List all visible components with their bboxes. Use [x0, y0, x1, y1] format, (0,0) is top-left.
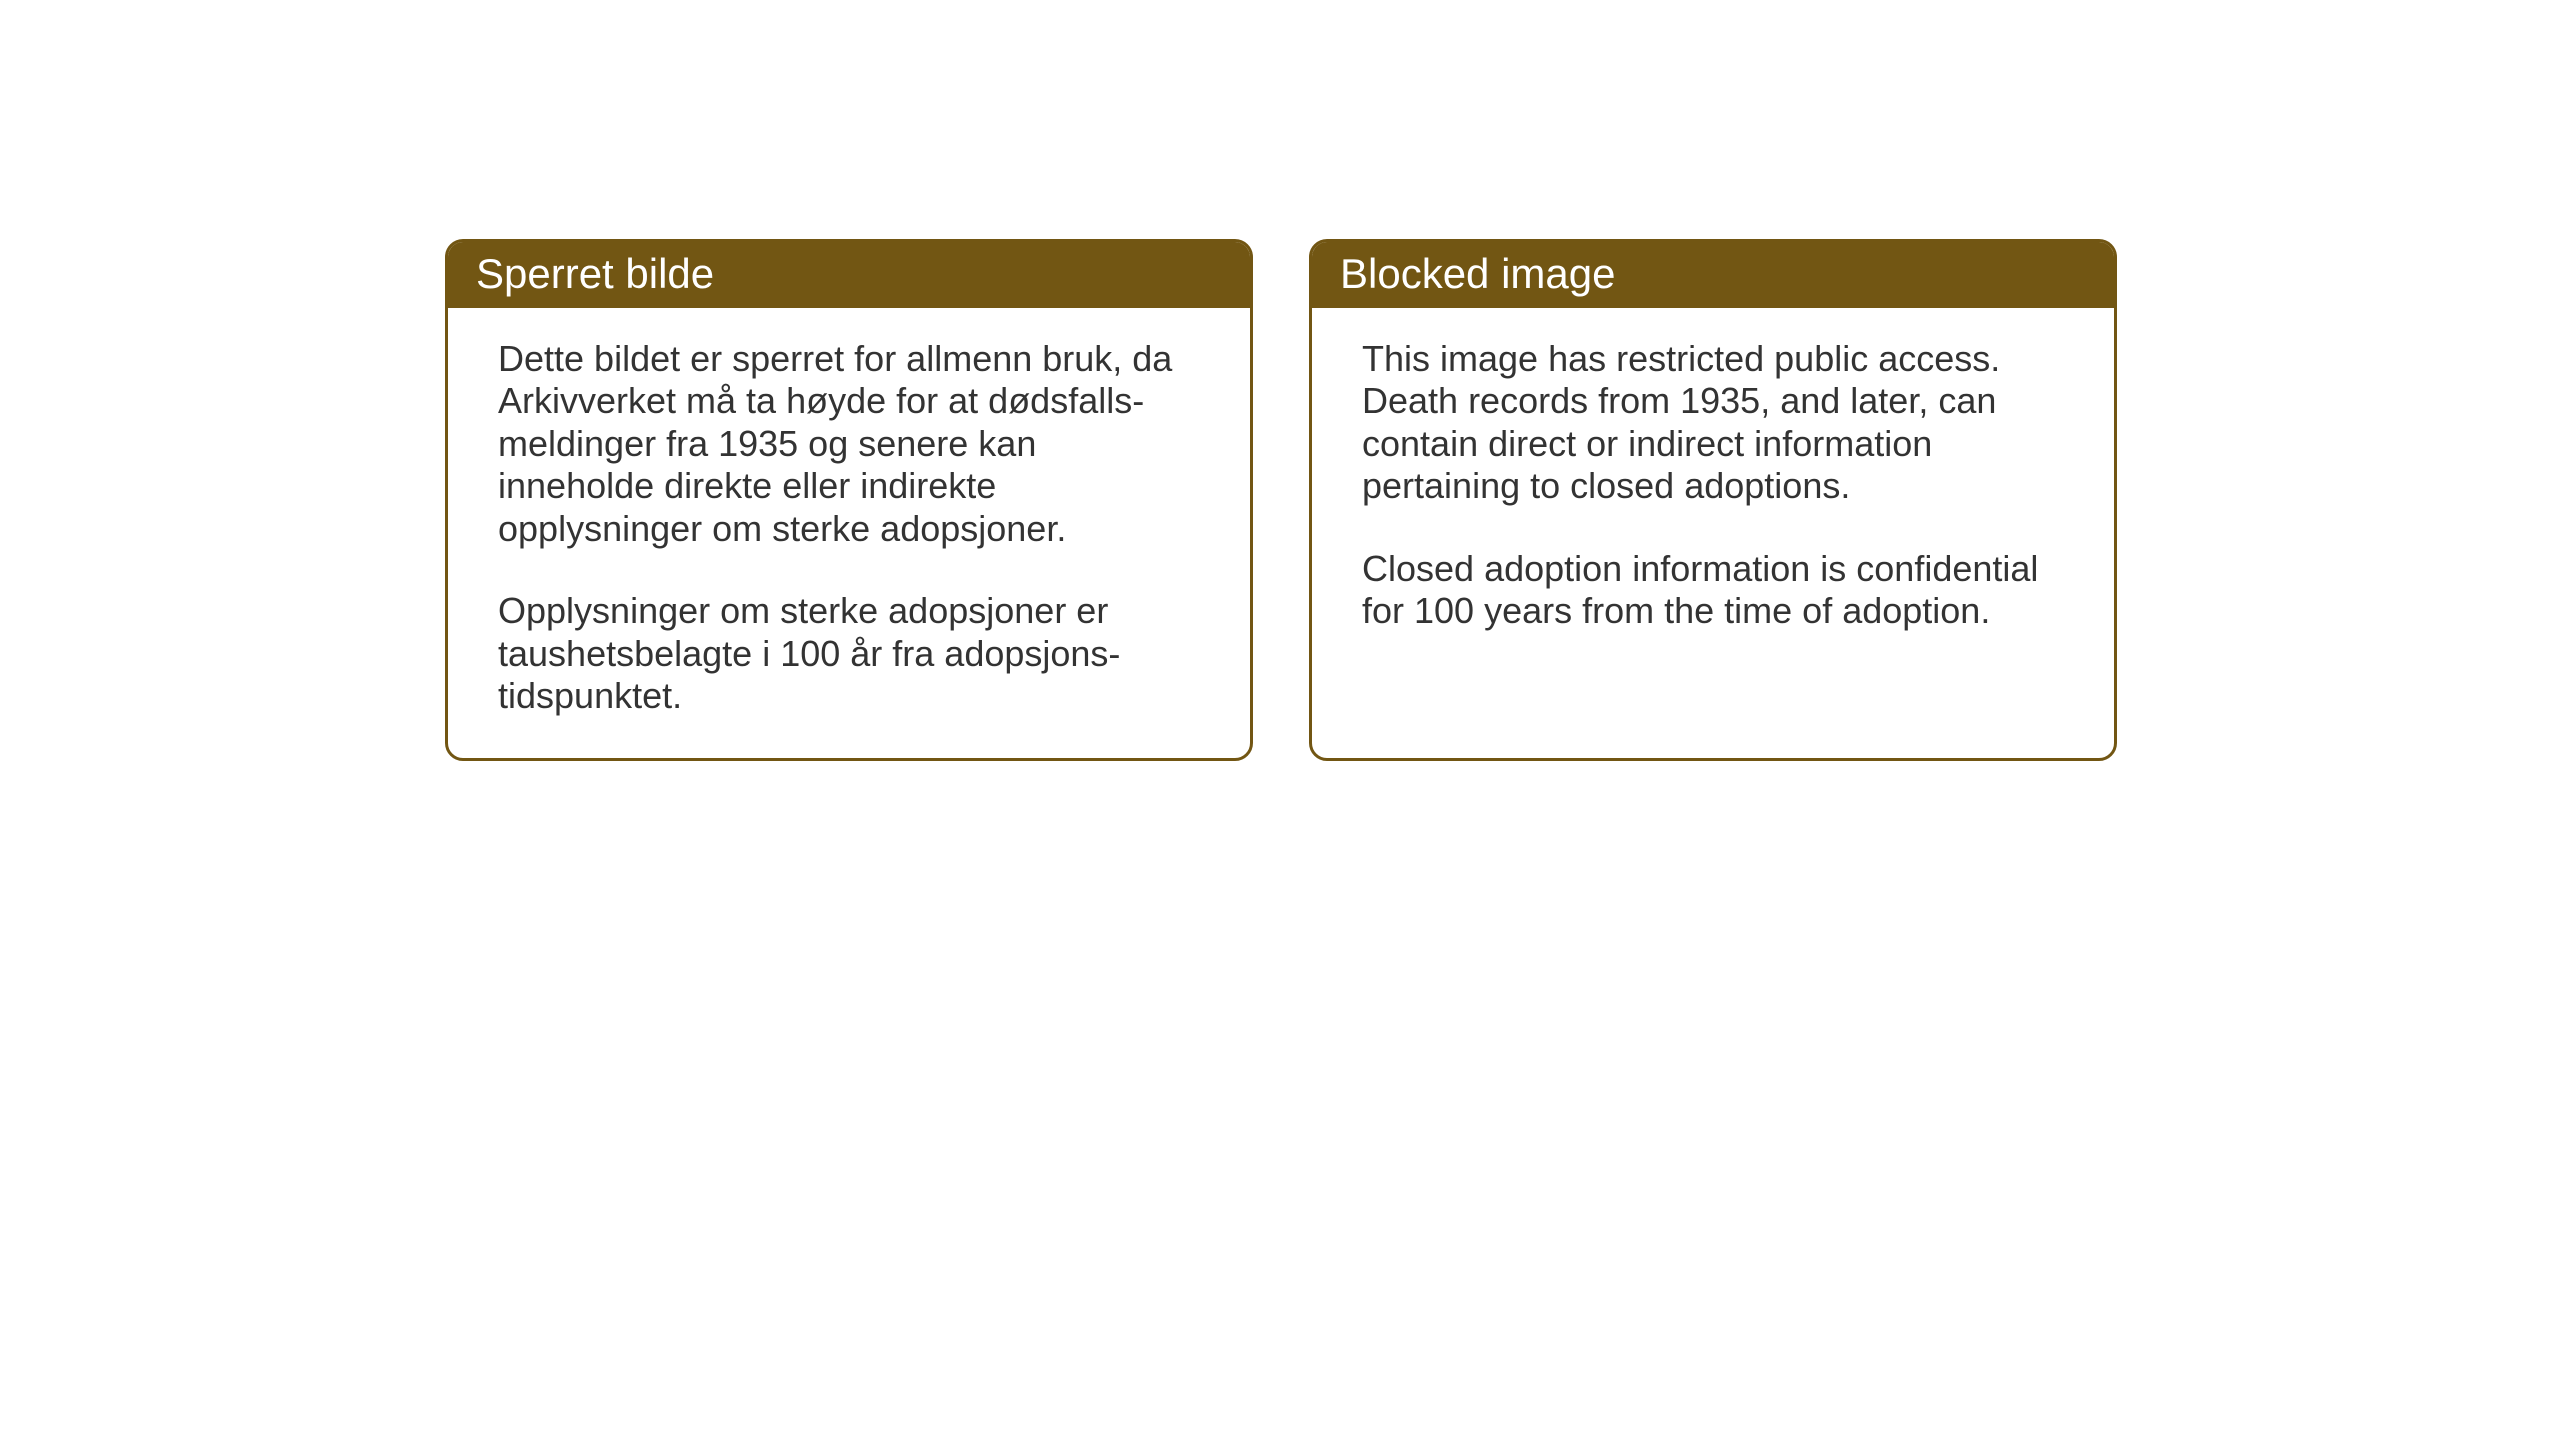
norwegian-card-title: Sperret bilde — [448, 242, 1250, 308]
info-cards-container: Sperret bilde Dette bildet er sperret fo… — [445, 239, 2117, 761]
norwegian-card-body: Dette bildet er sperret for allmenn bruk… — [448, 308, 1250, 758]
english-card-title: Blocked image — [1312, 242, 2114, 308]
norwegian-info-card: Sperret bilde Dette bildet er sperret fo… — [445, 239, 1253, 761]
norwegian-paragraph-1: Dette bildet er sperret for allmenn bruk… — [498, 338, 1200, 550]
english-paragraph-2: Closed adoption information is confident… — [1362, 548, 2064, 633]
english-card-body: This image has restricted public access.… — [1312, 308, 2114, 748]
english-paragraph-1: This image has restricted public access.… — [1362, 338, 2064, 508]
english-info-card: Blocked image This image has restricted … — [1309, 239, 2117, 761]
norwegian-paragraph-2: Opplysninger om sterke adopsjoner er tau… — [498, 590, 1200, 717]
